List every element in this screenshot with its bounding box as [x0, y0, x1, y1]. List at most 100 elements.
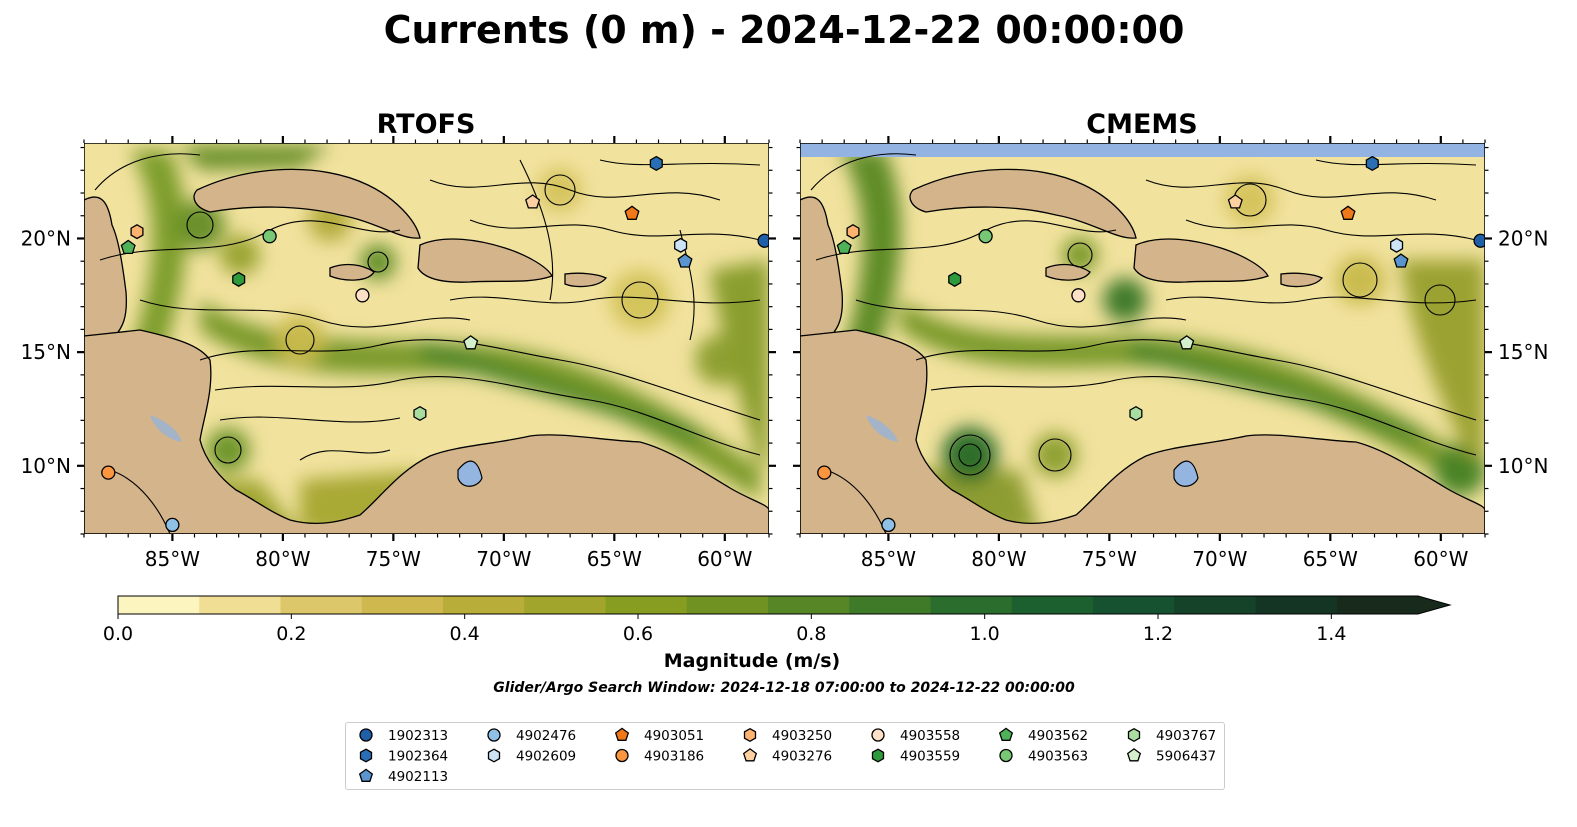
legend-marker-4903051	[614, 727, 630, 741]
legend-label: 4903051	[644, 728, 704, 744]
float-marker-4903558	[1071, 288, 1086, 303]
legend-label: 4903563	[1028, 749, 1088, 765]
legend-label: 4903559	[900, 749, 960, 765]
legend-label: 4903250	[772, 728, 832, 744]
float-marker-4903563	[978, 229, 993, 244]
float-marker-4902113	[677, 253, 693, 268]
colorbar-label: Magnitude (m/s)	[664, 650, 841, 672]
float-marker-4903051	[1340, 205, 1356, 220]
legend-marker-4902113	[358, 768, 374, 782]
land-yucatan	[800, 196, 844, 337]
lat-tick-label: 10°N	[21, 454, 71, 478]
colorbar-segment	[1174, 596, 1257, 614]
legend-marker-4903558	[871, 728, 885, 742]
legend-marker-4903767	[1127, 727, 1141, 743]
colorbar-segment	[280, 596, 363, 614]
colorbar-segment	[1255, 596, 1338, 614]
legend-marker-4903562	[998, 727, 1014, 741]
legend-label: 4903562	[1028, 728, 1088, 744]
lat-tick-label: 10°N	[1498, 454, 1548, 478]
legend-marker-4903186	[615, 748, 629, 763]
lat-tick-label: 15°N	[1498, 340, 1548, 364]
legend-label: 1902313	[388, 728, 448, 744]
legend-label: 4902609	[516, 749, 576, 765]
legend-label: 4903767	[1156, 728, 1216, 744]
legend-marker-4903276	[742, 748, 758, 762]
float-marker-4902476	[881, 517, 896, 533]
lon-tick-label: 70°W	[476, 547, 531, 571]
colorbar: 0.0 0.2 0.4 0.6 0.8 1.0 1.2 1.4	[103, 595, 1452, 645]
legend-marker-4903563	[999, 748, 1013, 763]
colorbar-outline	[117, 595, 1452, 615]
float-marker-4903186	[101, 465, 116, 480]
map-panel-cmems	[800, 143, 1485, 534]
float-marker-4902609	[674, 237, 688, 253]
lon-tick-label: 75°W	[366, 547, 421, 571]
lat-tick-label: 15°N	[21, 340, 71, 364]
figure-title: Currents (0 m) - 2024-12-22 00:00:00	[384, 8, 1185, 52]
colorbar-tick-label: 1.2	[1143, 623, 1173, 645]
lon-tick-label: 60°W	[697, 547, 752, 571]
lat-tick-label: 20°N	[21, 226, 71, 250]
lon-tick-label: 80°W	[255, 547, 310, 571]
float-marker-4903562	[836, 239, 852, 255]
float-markers-cmems	[817, 155, 1485, 533]
lon-tick-label: 85°W	[145, 547, 200, 571]
colorbar-segment	[118, 596, 200, 614]
colorbar-segment	[1093, 596, 1175, 614]
land-puerto-rico	[1280, 272, 1324, 288]
lat-tick-label: 20°N	[1498, 226, 1548, 250]
colorbar-segment	[1336, 596, 1419, 614]
float-marker-4903559	[948, 271, 962, 287]
lon-tick-label: 65°W	[587, 547, 642, 571]
colorbar-segment	[199, 596, 282, 614]
map-panel-rtofs	[84, 143, 769, 534]
float-marker-4903562	[120, 239, 136, 255]
colorbar-tick-label: 1.4	[1316, 623, 1346, 645]
lon-tick-label: 65°W	[1303, 547, 1358, 571]
land-jamaica	[1045, 263, 1091, 281]
lon-tick-label: 75°W	[1082, 547, 1137, 571]
float-marker-5906437	[1179, 335, 1195, 350]
colorbar-segment	[930, 596, 1013, 614]
land-hispaniola	[1133, 238, 1269, 283]
legend-marker-4902609	[487, 748, 501, 763]
float-legend: 1902313 1902364 4902113 4902476 4902609 49030…	[345, 722, 1225, 790]
panel-title-cmems: CMEMS	[1086, 109, 1197, 140]
float-marker-4903767	[1129, 405, 1143, 422]
lon-tick-label: 60°W	[1413, 547, 1468, 571]
land-hispaniola	[417, 238, 553, 283]
colorbar-extend-arrow	[1418, 596, 1450, 614]
float-marker-4903558	[355, 288, 370, 303]
legend-label: 4902113	[388, 769, 448, 785]
legend-marker-1902313	[359, 728, 373, 742]
lake-nicaragua	[150, 415, 182, 442]
lon-tick-label: 80°W	[971, 547, 1026, 571]
float-marker-4903276	[525, 194, 541, 209]
float-marker-1902313	[1473, 233, 1485, 248]
colorbar-segment	[524, 596, 607, 614]
lon-tick-label: 85°W	[861, 547, 916, 571]
land-central-south-america	[84, 329, 769, 534]
land-cuba	[193, 168, 421, 239]
missing-data-band	[800, 143, 1485, 157]
legend-marker-5906437	[1126, 748, 1142, 762]
lake-maracaibo	[1173, 460, 1199, 487]
legend-marker-4903559	[871, 748, 885, 763]
legend-entries: 1902313 1902364 4902113 4902476 4902609 49030…	[358, 727, 1216, 785]
legend-marker-1902364	[359, 748, 373, 763]
float-marker-4902609	[1390, 237, 1404, 253]
colorbar-segment	[849, 596, 932, 614]
colorbar-segment	[768, 596, 850, 614]
legend-label: 5906437	[1156, 749, 1216, 765]
land-masses	[800, 168, 1485, 534]
float-marker-1902313	[757, 233, 769, 248]
colorbar-tick-label: 0.0	[103, 623, 133, 645]
colorbar-segment	[1011, 596, 1094, 614]
colorbar-tick-label: 0.8	[796, 623, 826, 645]
float-marker-4902476	[165, 517, 180, 533]
legend-label: 4903558	[900, 728, 960, 744]
float-marker-4903563	[262, 229, 277, 244]
colorbar-segment	[605, 596, 688, 614]
